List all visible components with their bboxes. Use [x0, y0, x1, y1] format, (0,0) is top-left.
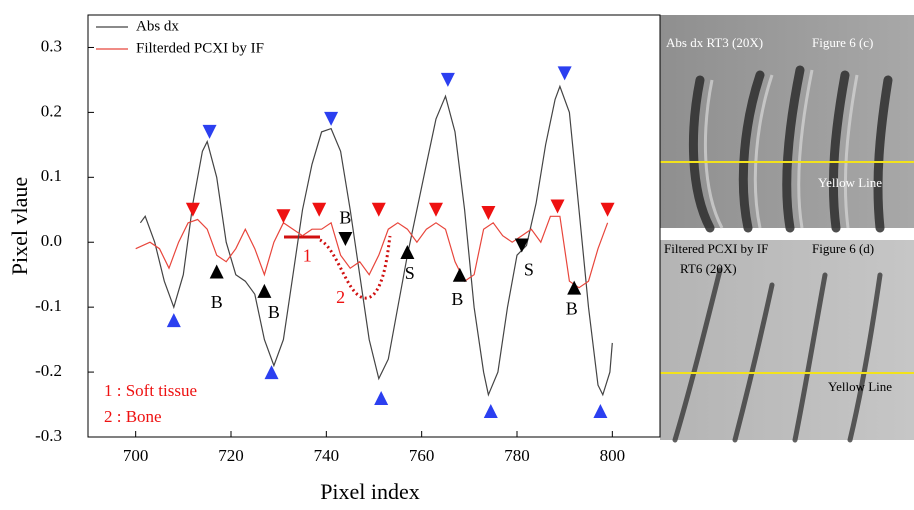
annotation: B [566, 299, 578, 319]
marker [338, 231, 353, 246]
annotation: S [405, 263, 415, 283]
marker [324, 111, 339, 126]
image-panel: Filtered PCXI by IF Figure 6 (d) RT6 (20… [660, 240, 914, 443]
x-tick-label: 760 [409, 446, 435, 465]
x-tick-label: 700 [123, 446, 149, 465]
panel-figure: Figure 6 (c) [812, 35, 873, 50]
annotation: 1 [303, 245, 312, 265]
panel-line-label: Yellow Line [828, 379, 892, 394]
marker [166, 313, 181, 328]
x-tick-label: 800 [600, 446, 626, 465]
marker [440, 72, 455, 87]
marker [514, 238, 529, 253]
x-tick-label: 720 [218, 446, 244, 465]
marker [257, 283, 272, 298]
annotation: B [268, 302, 280, 322]
marker [400, 244, 415, 259]
marker [312, 202, 327, 217]
plot-frame [87, 14, 661, 438]
marker [593, 404, 608, 419]
annotation: B [211, 292, 223, 312]
marker [209, 264, 224, 279]
legend-label: Filterded PCXI by IF [136, 40, 264, 56]
marker [557, 66, 572, 81]
marker [264, 365, 279, 380]
y-axis-label: Pixel vlaue [7, 177, 32, 275]
marker [550, 199, 565, 214]
note: 2 : Bone [104, 407, 162, 426]
y-tick-label: -0.1 [35, 296, 62, 315]
panel-line-label: Yellow Line [818, 175, 882, 190]
marker [428, 202, 443, 217]
x-tick-label: 780 [504, 446, 530, 465]
series-line [139, 84, 613, 397]
y-tick-label: 0.1 [41, 166, 62, 185]
y-tick-label: 0.2 [41, 101, 62, 120]
y-tick-label: -0.2 [35, 361, 62, 380]
y-tick-label: 0.3 [41, 36, 62, 55]
panel-title: Abs dx RT3 (20X) [666, 35, 763, 50]
annotation: B [339, 208, 351, 228]
y-tick-label: 0.0 [41, 231, 62, 250]
legend-label: Abs dx [136, 18, 179, 34]
marker [483, 404, 498, 419]
y-tick-label: -0.3 [35, 426, 62, 445]
panel-figure: Figure 6 (d) [812, 241, 874, 256]
annotation: B [451, 289, 463, 309]
panel-title: Filtered PCXI by IF [664, 241, 768, 256]
marker [452, 267, 467, 282]
marker [202, 124, 217, 139]
image-panel: Abs dx RT3 (20X) Figure 6 (c) Yellow Lin… [660, 15, 914, 233]
series-line [135, 215, 609, 289]
bone-marker [319, 235, 392, 300]
marker [567, 280, 582, 295]
annotation: S [524, 260, 534, 280]
x-tick-label: 740 [314, 446, 340, 465]
x-axis-label: Pixel index [320, 479, 420, 504]
marker [481, 206, 496, 221]
marker [374, 391, 389, 406]
marker [600, 202, 615, 217]
marker [371, 202, 386, 217]
panel-subtitle: RT6 (20X) [680, 261, 737, 276]
marker [185, 202, 200, 217]
note: 1 : Soft tissue [104, 381, 197, 400]
annotation: 2 [336, 287, 345, 307]
marker [276, 209, 291, 224]
